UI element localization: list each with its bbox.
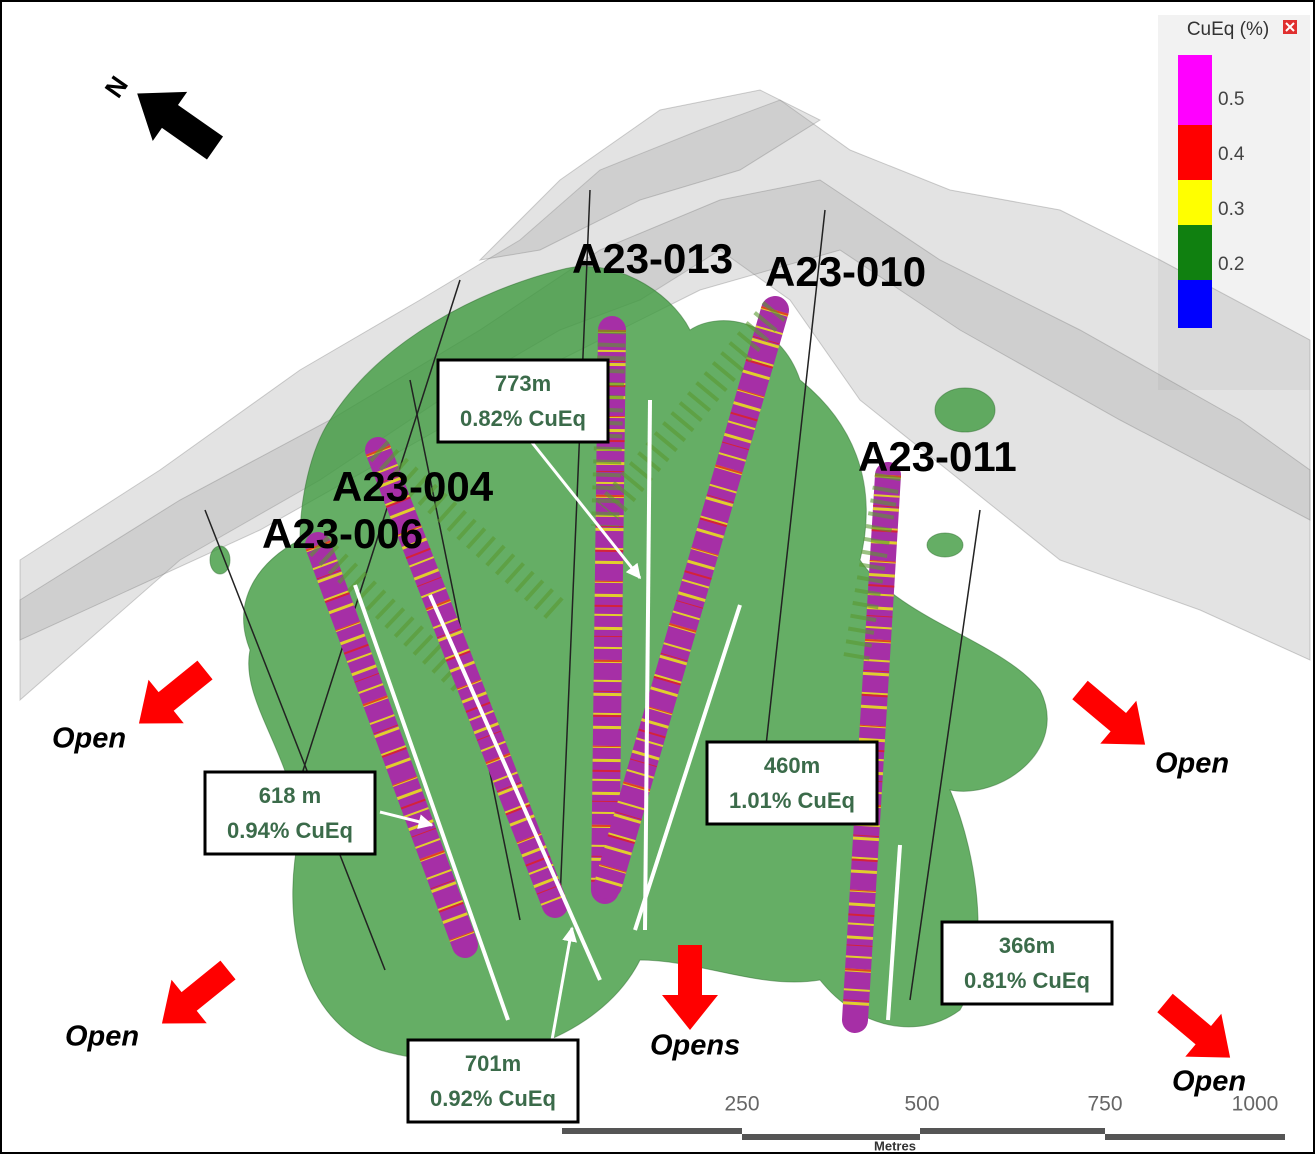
color-bar — [1178, 55, 1212, 328]
hole-label: A23-006 — [262, 510, 423, 557]
hole-label: A23-010 — [765, 248, 926, 295]
legend-label: 0.4 — [1218, 144, 1245, 165]
scale-bar — [562, 1128, 1285, 1140]
intercept-grade: 0.82% CuEq — [460, 406, 586, 431]
intercept-line — [353, 399, 902, 1021]
intercept-length: 618 m — [259, 783, 321, 808]
hole-label: A23-004 — [332, 463, 494, 510]
intercept-frame — [705, 740, 879, 826]
scale-tick-label: 250 — [724, 1093, 759, 1116]
intercept-box: 366m 0.81% CuEq — [940, 920, 1114, 1006]
assay-band — [369, 440, 564, 619]
intercept-grade: 1.01% CuEq — [729, 788, 855, 813]
intercept-length: 701m — [465, 1051, 521, 1076]
open-label: Opens — [650, 1030, 740, 1062]
intercept-frame — [203, 770, 377, 856]
legend-title: CuEq (%) — [1187, 19, 1269, 40]
intercept-grade: 0.94% CuEq — [227, 818, 353, 843]
legend-label: 0.3 — [1218, 199, 1244, 220]
scale-unit: Metres — [874, 1138, 916, 1153]
legend-label: 0.5 — [1218, 89, 1244, 110]
hole-label: A23-013 — [572, 235, 733, 282]
intercept-grade: 0.92% CuEq — [430, 1086, 556, 1111]
intercept-frame — [940, 920, 1114, 1006]
intercept-grade: 0.81% CuEq — [964, 968, 1090, 993]
open-label: Open — [65, 1021, 139, 1053]
open-label: Open — [1172, 1066, 1246, 1098]
intercept-frame — [406, 1038, 580, 1124]
legend-close[interactable] — [1283, 20, 1297, 34]
scale-tick-label: 750 — [1087, 1093, 1122, 1116]
intercept-box: 460m 1.01% CuEq — [705, 740, 879, 826]
intercept-box: 773m 0.82% CuEq — [436, 358, 610, 444]
scale-tick-label: 1000 — [1232, 1093, 1279, 1116]
legend-label: 0.2 — [1218, 254, 1244, 275]
drill-hole — [305, 532, 478, 958]
north-arrow — [137, 91, 224, 160]
scale-tick-label: 500 — [904, 1093, 939, 1116]
open-label: Open — [52, 723, 126, 755]
intercept-length: 460m — [764, 753, 820, 778]
open-label: Open — [1155, 748, 1229, 780]
hole-label: A23-011 — [858, 433, 1017, 480]
assay-band — [309, 535, 474, 695]
assay-band — [594, 306, 789, 889]
open-arrow — [138, 660, 1231, 1058]
intercept-box: 701m 0.92% CuEq — [406, 1038, 580, 1124]
intercept-length: 366m — [999, 933, 1055, 958]
drill-trace — [204, 189, 981, 1001]
intercept-length: 773m — [495, 371, 551, 396]
intercept-box: 618 m 0.94% CuEq — [203, 770, 377, 856]
assay-band — [597, 301, 786, 521]
intercept-frame — [436, 358, 610, 444]
leader-arrow — [379, 439, 642, 1041]
